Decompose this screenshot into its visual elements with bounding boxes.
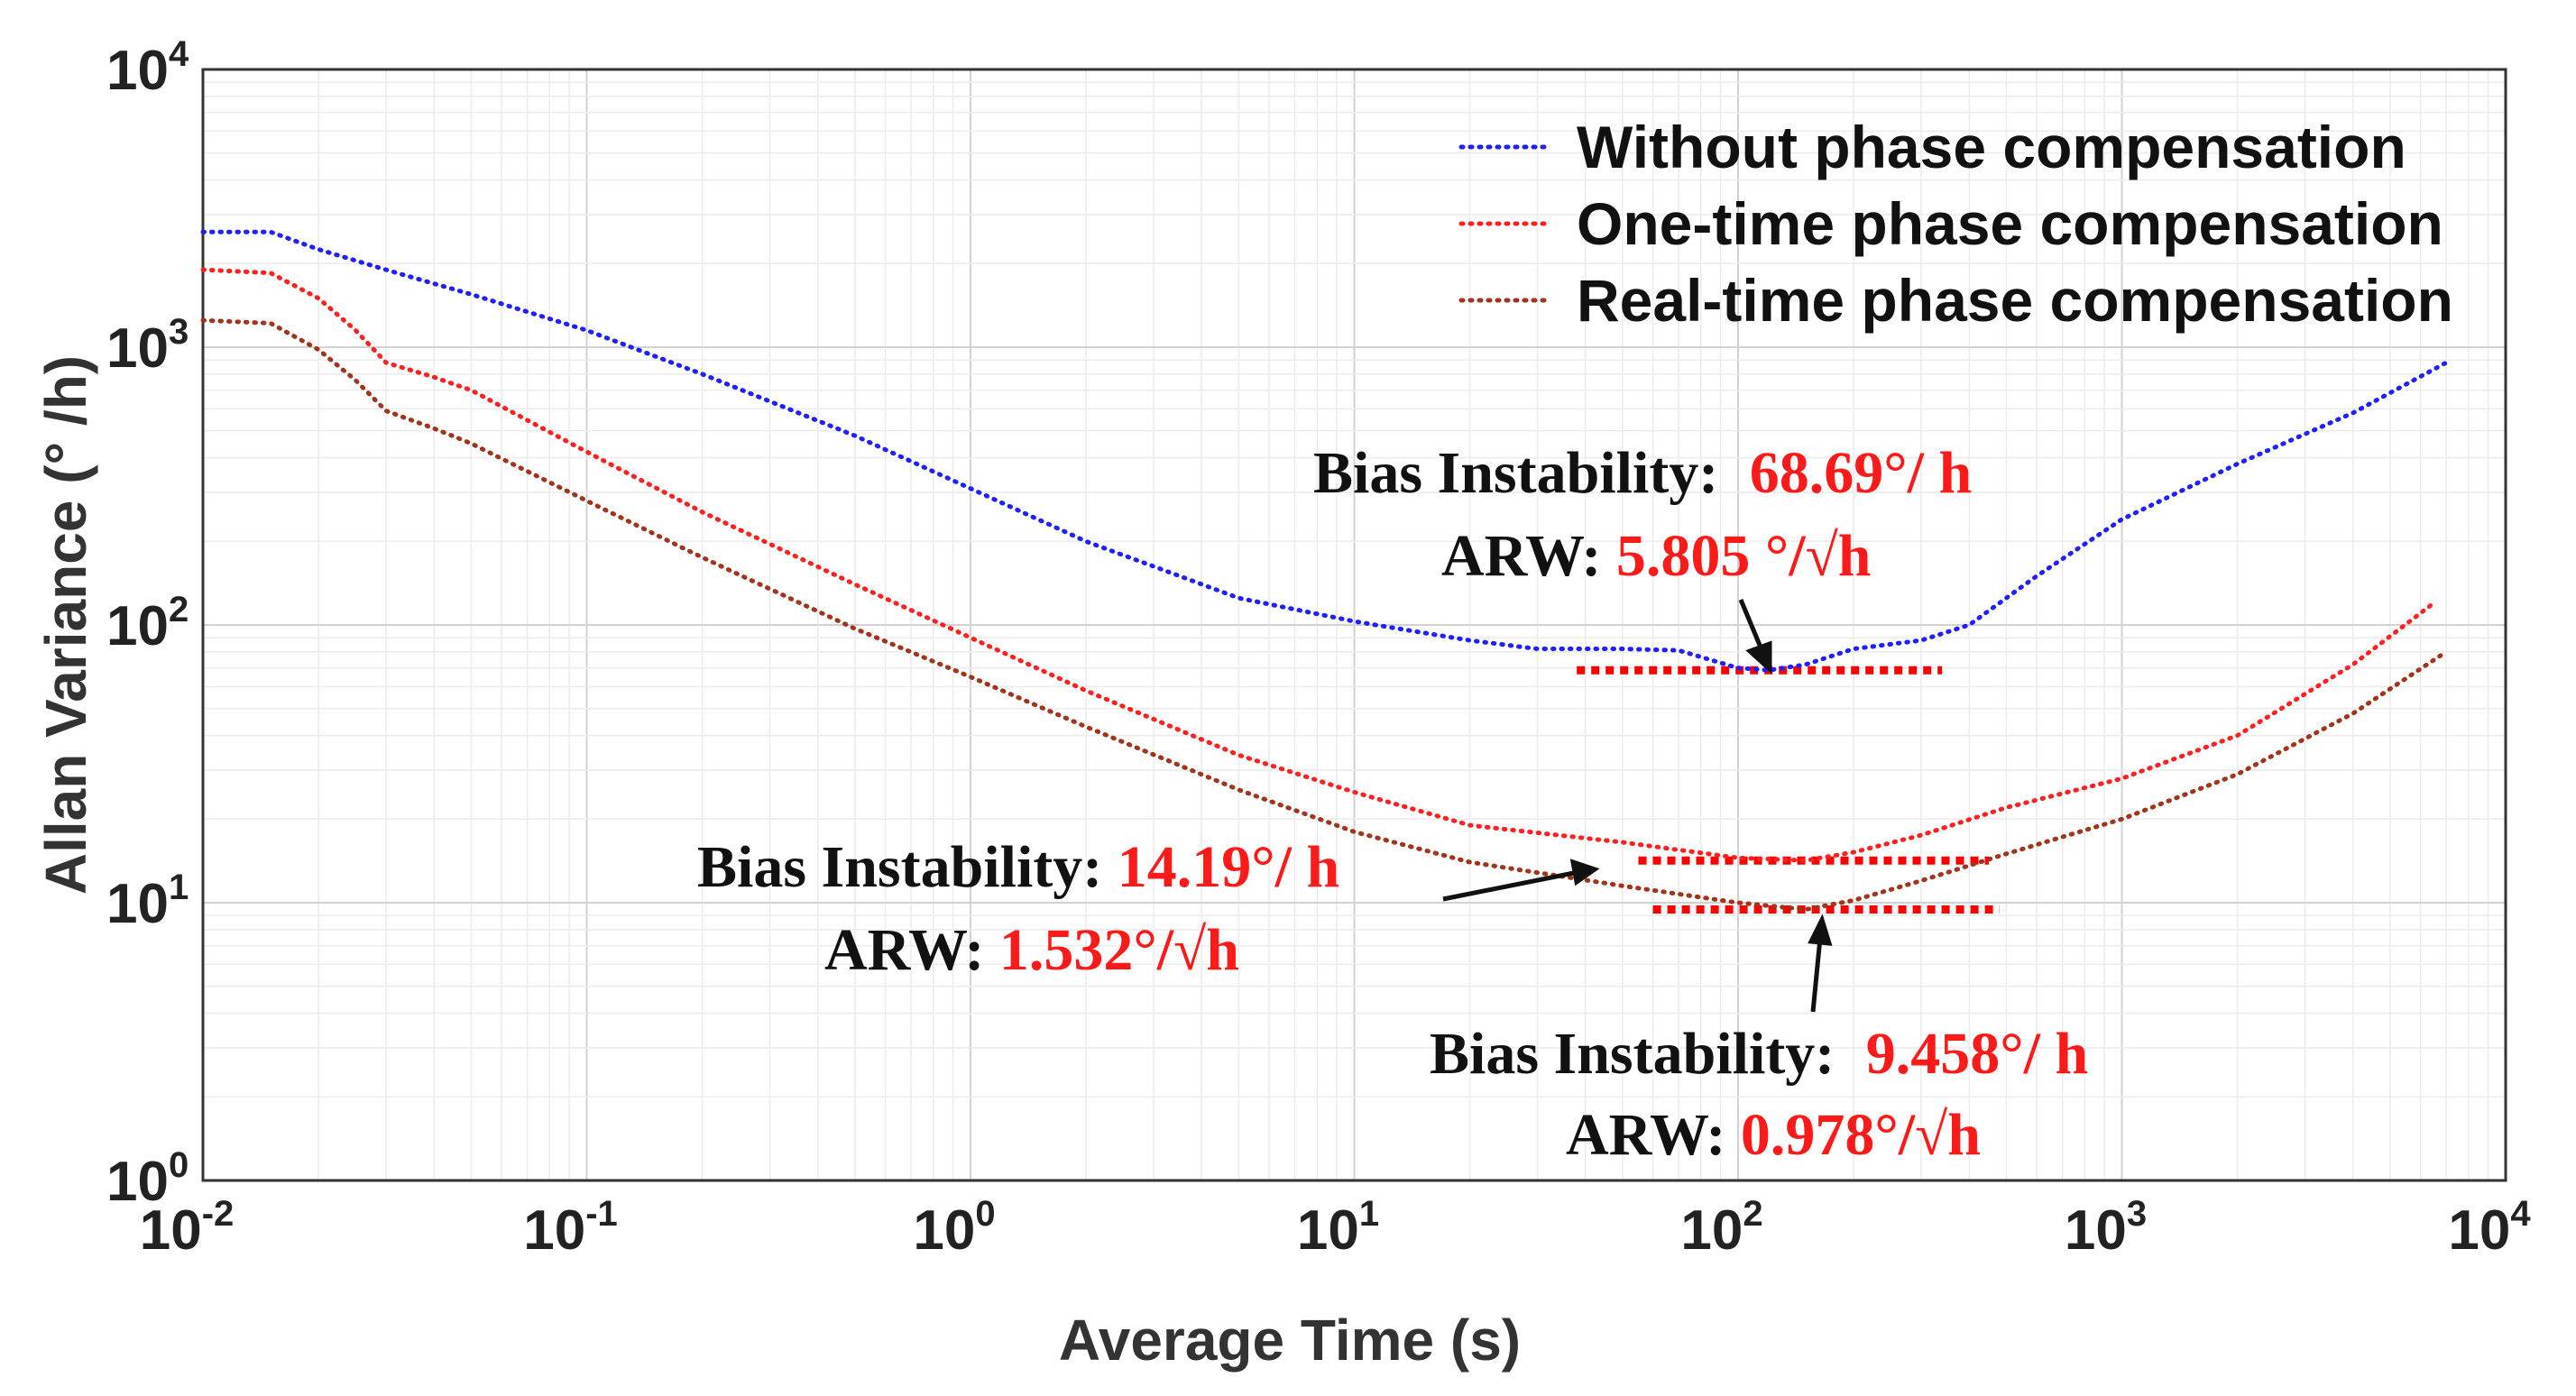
y-tick-label: 103 xyxy=(106,312,189,380)
annotation-real-time-arw-label: ARW: xyxy=(1566,1102,1725,1168)
legend-label-without: Without phase compensation xyxy=(1577,114,2406,180)
arrow-one-time-head xyxy=(1569,859,1600,886)
annotation-one-time-bias-label: Bias Instability: xyxy=(697,834,1102,900)
series-line-1 xyxy=(200,267,2436,863)
annotation-without-arw: ARW: 5.805 °/√h xyxy=(1441,523,1872,589)
y-tick-label: 102 xyxy=(106,590,189,657)
arrow-without-head xyxy=(1745,640,1772,675)
y-tick-labels: 100 101 102 103 104 xyxy=(106,34,189,1213)
x-axis-label: Average Time (s) xyxy=(1059,1308,1521,1373)
annotation-real-time-bias-value: 9.458°/ h xyxy=(1866,1021,2088,1087)
series-line-0 xyxy=(200,229,2449,673)
series-group xyxy=(200,229,2449,913)
y-axis-label: Allan Variance (° /h) xyxy=(33,355,98,895)
legend: Without phase compensation One-time phas… xyxy=(1458,114,2453,334)
annotation-real-time-arw-value: 0.978°/√h xyxy=(1741,1102,1981,1168)
annotation-without-bias-value: 68.69°/ h xyxy=(1750,440,1972,506)
y-tick-label: 101 xyxy=(106,868,189,935)
x-tick-label: 10-1 xyxy=(523,1194,618,1262)
series-line-2 xyxy=(200,317,2449,913)
annotation-one-time-bias: Bias Instability: 14.19°/ h xyxy=(697,834,1339,900)
annotation-without-bias: Bias Instability: 68.69°/ h xyxy=(1313,440,1972,506)
legend-label-one-time: One-time phase compensation xyxy=(1577,190,2443,257)
annotation-one-time-arw: ARW: 1.532°/√h xyxy=(824,917,1239,983)
x-tick-label: 104 xyxy=(2448,1194,2531,1262)
arrow-one-time-line xyxy=(1442,870,1575,902)
legend-label-real-time: Real-time phase compensation xyxy=(1577,267,2453,334)
annotation-one-time-bias-value: 14.19°/ h xyxy=(1118,834,1339,900)
annotation-without-arw-value: 5.805 °/√h xyxy=(1616,523,1872,589)
arrow-real-time-head xyxy=(1808,914,1833,946)
x-tick-label: 100 xyxy=(913,1194,995,1262)
annotation-arrows xyxy=(1442,599,1833,1013)
y-tick-label: 100 xyxy=(106,1145,189,1213)
annotation-one-time-arw-value: 1.532°/√h xyxy=(999,917,1239,983)
arrow-without-line xyxy=(1738,599,1766,655)
y-tick-label: 104 xyxy=(106,34,189,102)
x-tick-label: 101 xyxy=(1297,1194,1379,1262)
annotation-real-time-bias-label: Bias Instability: xyxy=(1430,1021,1835,1087)
x-tick-label: 10-2 xyxy=(140,1194,235,1262)
annotation-without-bias-label: Bias Instability: xyxy=(1313,440,1718,506)
x-tick-labels: 10-2 10-1 100 101 102 103 104 xyxy=(140,1194,2532,1262)
x-tick-label: 103 xyxy=(2065,1194,2147,1262)
arrow-real-time-line xyxy=(1810,937,1823,1013)
x-tick-label: 102 xyxy=(1680,1194,1762,1262)
annotation-without-arw-label: ARW: xyxy=(1441,523,1601,589)
annotation-real-time-arw: ARW: 0.978°/√h xyxy=(1566,1102,1981,1168)
plot-frame xyxy=(201,68,2507,1182)
annotation-one-time-arw-label: ARW: xyxy=(824,917,984,983)
annotation-real-time-bias: Bias Instability: 9.458°/ h xyxy=(1430,1021,2088,1087)
